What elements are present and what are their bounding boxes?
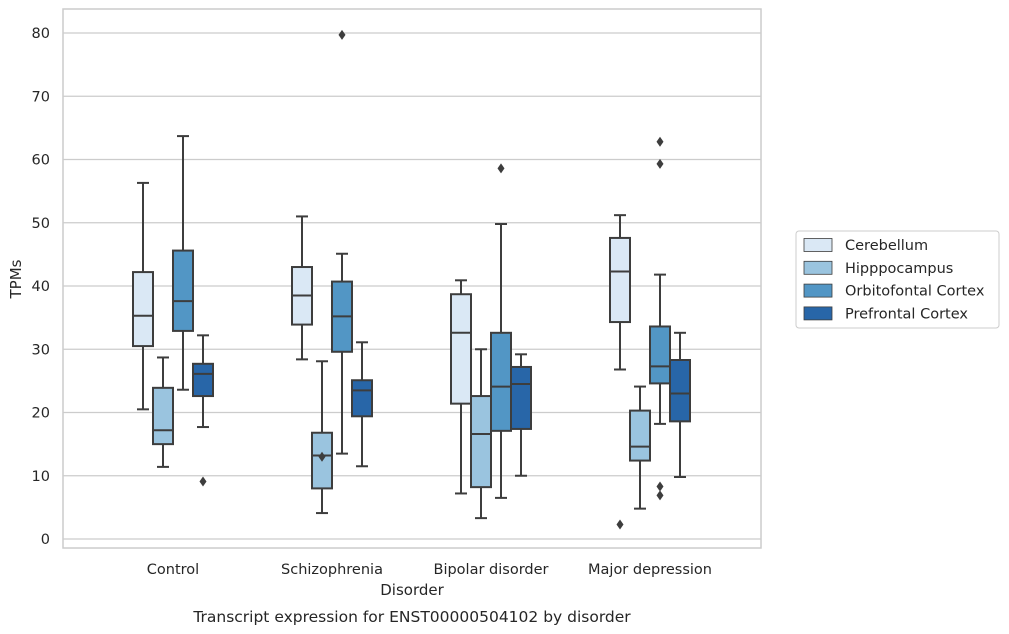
y-tick-label: 0 [41,532,50,548]
legend-frame [795,230,1000,329]
box [490,331,512,432]
legend-entry-label: Cerebellum [845,238,928,254]
box-group [609,214,631,530]
legend-entry-label: Prefrontal Cortex [845,306,968,322]
box [510,365,532,430]
legend-swatch [803,260,833,275]
y-tick-label: 30 [32,342,50,358]
x-tick-label: Control [147,562,199,578]
box-group [331,29,353,455]
y-tick-label: 40 [32,279,50,295]
gridlines [63,32,761,540]
box-group [629,385,651,510]
y-tick-label: 50 [32,216,50,232]
x-axis-ticks: Control Schizophrenia Bipolar disorder Majo… [147,562,712,578]
outlier-point [656,490,664,501]
outlier-point [616,519,624,530]
box [609,236,631,324]
y-tick-label: 80 [32,26,50,42]
box [669,359,691,423]
x-tick-label: Schizophrenia [281,562,383,578]
chart-caption: Transcript expression for ENST0000050410… [192,608,631,626]
outlier-point [199,476,207,487]
x-tick-label: Bipolar disorder [434,562,549,578]
box-group [669,331,691,479]
box [192,362,214,398]
box-group [132,181,154,411]
outlier-point [497,163,505,174]
outlier-point [656,158,664,169]
box-group [192,334,214,487]
box [132,271,154,348]
box [351,379,373,418]
box-group [510,353,532,477]
box-group [470,348,492,520]
legend-swatch [803,306,833,321]
box-group [172,135,194,391]
box-group [291,215,313,361]
legend-swatch [803,283,833,298]
box-group [152,356,174,468]
y-tick-label: 60 [32,153,50,169]
box-group [311,360,333,515]
y-axis-ticks: 0 10 20 30 40 50 60 70 80 [32,26,50,548]
boxes [132,29,691,530]
box-group [450,279,472,495]
plot-area-frame [62,8,762,549]
y-tick-label: 10 [32,469,50,485]
box [450,293,472,405]
legend-swatch [803,238,833,252]
y-tick-label: 20 [32,406,50,422]
box-group [351,341,373,468]
legend-entry-label: Orbitofontal Cortex [845,284,985,300]
y-tick-label: 70 [32,89,50,105]
box-group [490,163,512,499]
x-axis-label: Disorder [380,581,444,599]
x-tick-label: Major depression [588,562,712,578]
legend-entry-label: Hipppocampus [845,261,953,277]
box-group [649,136,671,501]
box [152,386,174,446]
outlier-point [656,136,664,147]
outlier-point [318,451,326,462]
box [649,325,671,385]
y-axis-label: TPMs [7,259,25,299]
legend: Cerebellum Hipppocampus Orbitofontal Corte… [795,230,1000,329]
outlier-point [656,481,664,492]
outlier-point [338,29,346,40]
box [629,409,651,462]
box [470,395,492,489]
box [172,249,194,332]
